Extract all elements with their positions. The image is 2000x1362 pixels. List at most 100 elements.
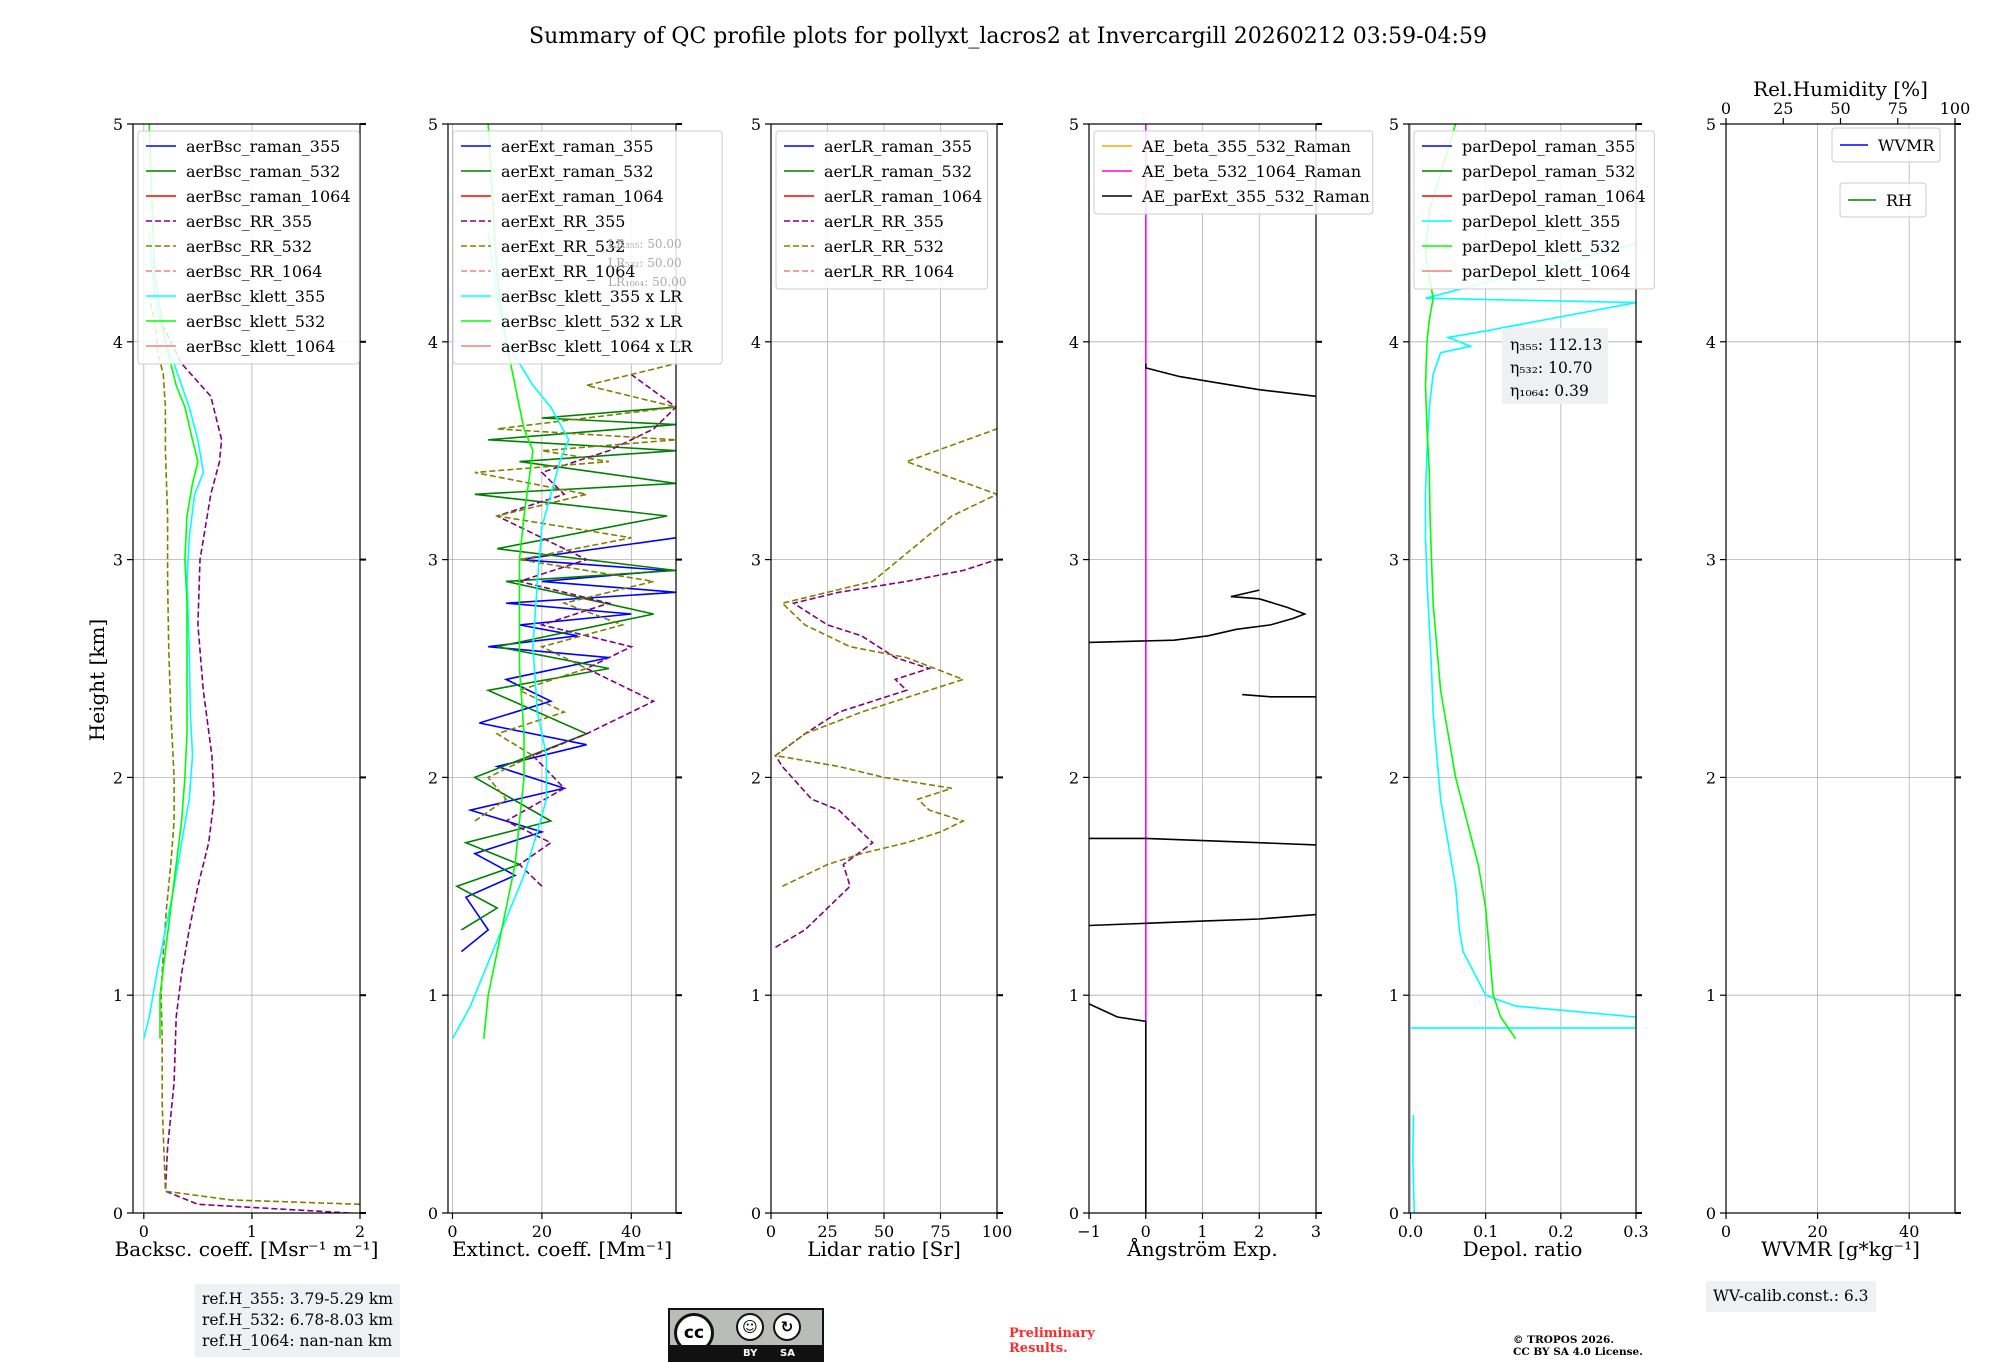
series-group [773, 428, 997, 948]
series-aerBsc-klett-355 [143, 232, 205, 1039]
panel-backscatter: 0 1 2 0 1 2 3 4 5 Backsc. coeff. [Msr⁻¹ m⁻¹] aerBs… [113, 115, 379, 1261]
y-tick-label: 0 [1389, 1204, 1399, 1223]
x-tick-label: 3 [1311, 1222, 1321, 1241]
reference-height-box: ref.H_355: 3.79-5.29 km ref.H_532: 6.78-… [195, 1284, 400, 1357]
series-aerExt-raman-532 [454, 406, 676, 931]
legend-label: parDepol_raman_532 [1462, 162, 1635, 181]
legend-label: RH [1886, 191, 1912, 210]
x-axis-label: Depol. ratio [1463, 1237, 1583, 1261]
y-tick-label: 5 [113, 115, 123, 134]
legend-box [137, 130, 360, 365]
x-tick-label: 100 [982, 1222, 1013, 1241]
series-aerBsc-klett-532-x-LR [483, 124, 534, 1039]
series-AE-parExt-355-532-Raman-seg5 [1089, 595, 1307, 644]
eta-value: η₃₅₅: 112.13 [1510, 336, 1602, 354]
panel-lidar_ratio: 0 25 50 75 100 0 1 2 3 4 5 Lidar ratio [Sr] aerLR_ra… [751, 115, 1012, 1261]
preliminary-results-note: Preliminary Results. [1009, 1326, 1095, 1356]
top-x-tick-label: 25 [1773, 99, 1793, 118]
panel-frame [1408, 123, 1637, 1214]
y-tick-label: 5 [1069, 115, 1079, 134]
series-parDepol-klett-355 [1410, 243, 1636, 1029]
y-tick-label: 3 [428, 551, 438, 570]
top-x-tick-label: 50 [1830, 99, 1850, 118]
legend-box [1839, 182, 1927, 218]
x-tick-label: 0 [766, 1222, 776, 1241]
legend-label: aerBsc_klett_355 x LR [501, 287, 683, 306]
y-tick-label: 2 [428, 768, 438, 787]
series-parDepol-klett-355-low [1411, 1114, 1416, 1213]
y-tick-label: 3 [1389, 551, 1399, 570]
series-aerExt-raman-355 [460, 537, 676, 953]
legend-label: parDepol_klett_1064 [1462, 262, 1631, 281]
x-tick-label: 0.3 [1623, 1222, 1648, 1241]
legend-label: aerLR_raman_1064 [824, 187, 982, 206]
series-aerBsc-RR-355 [159, 319, 350, 1213]
legend-label: parDepol_klett_532 [1462, 237, 1620, 256]
legend-label: AE_beta_355_532_Raman [1141, 137, 1351, 156]
x-tick-label: 25 [817, 1222, 837, 1241]
y-tick-label: 2 [751, 768, 761, 787]
lidar-ratio-note: LR₅₃₂: 50.00 [608, 256, 682, 270]
x-tick-label: 40 [1899, 1222, 1919, 1241]
x-tick-label: 1 [1197, 1222, 1207, 1241]
series-AE-parExt-355-532-Raman-seg2 [1089, 913, 1316, 927]
legend-label: parDepol_klett_355 [1462, 212, 1620, 231]
y-tick-label: 1 [428, 986, 438, 1005]
x-tick-label: 75 [930, 1222, 950, 1241]
series-AE-parExt-355-532-Raman-seg3 [1089, 837, 1316, 846]
y-tick-label: 0 [751, 1204, 761, 1223]
legend-label: AE_parExt_355_532_Raman [1141, 187, 1370, 206]
y-tick-label: 4 [1069, 333, 1079, 352]
y-tick-label: 4 [1389, 333, 1399, 352]
legend-label: AE_beta_532_1064_Raman [1141, 162, 1361, 181]
y-tick-label: 4 [751, 333, 761, 352]
x-tick-label: 0.1 [1473, 1222, 1498, 1241]
eta-box [1502, 328, 1608, 404]
legend-label: aerExt_raman_532 [501, 162, 654, 181]
y-tick-label: 3 [113, 551, 123, 570]
y-tick-label: 4 [428, 333, 438, 352]
y-tick-label: 2 [113, 768, 123, 787]
legend-label: aerLR_RR_355 [824, 212, 944, 231]
legend-label: aerBsc_raman_532 [186, 162, 340, 181]
cc-by-label: BY [743, 1348, 758, 1359]
y-tick-label: 0 [113, 1204, 123, 1223]
legend-label: aerLR_RR_532 [824, 237, 944, 256]
x-tick-label: 1 [247, 1222, 257, 1241]
series-group [1089, 124, 1316, 1213]
legend-label: aerExt_RR_1064 [501, 262, 636, 281]
legend-label: parDepol_raman_355 [1462, 137, 1635, 156]
series-parDepol-klett-532 [1424, 124, 1517, 1040]
y-tick-label: 5 [1389, 115, 1399, 134]
panel-depol: 0.0 0.1 0.2 0.3 0 1 2 3 4 5 Depol. ratio parDepol_r… [1389, 115, 1655, 1261]
x-tick-label: 0.0 [1398, 1222, 1423, 1241]
y-tick-label: 2 [1706, 768, 1716, 787]
y-tick-label: 3 [751, 551, 761, 570]
legend-label: aerBsc_klett_532 x LR [501, 312, 683, 331]
legend-label: aerBsc_RR_532 [186, 237, 312, 256]
series-group [1410, 124, 1636, 1213]
legend-label: aerBsc_raman_1064 [186, 187, 351, 206]
legend-label: aerLR_raman_532 [824, 162, 972, 181]
share-alike-icon: ↻ [773, 1313, 801, 1341]
y-tick-label: 1 [1706, 986, 1716, 1005]
y-tick-label: 0 [1706, 1204, 1716, 1223]
series-group [451, 124, 676, 1040]
series-aerExt-RR-355 [495, 373, 676, 887]
legend-label: aerBsc_RR_1064 [186, 262, 322, 281]
x-tick-label: 0 [447, 1222, 457, 1241]
panel-extinction: 0 20 40 0 1 2 3 4 5 Extinct. coeff. [Mm⁻¹] aerExt_… [428, 115, 723, 1261]
legend-label: aerBsc_klett_1064 x LR [501, 337, 693, 356]
x-tick-label: 0.2 [1548, 1222, 1573, 1241]
y-tick-label: 1 [113, 986, 123, 1005]
series-group [143, 124, 360, 1213]
legend-label: aerExt_RR_355 [501, 212, 625, 231]
panel-wvmr: 0 20 40 0 1 2 3 4 5 WVMR [g*kg⁻¹] 0 25 50 75 100 Rel.Hu… [1706, 77, 1970, 1261]
y-tick-label: 2 [1389, 768, 1399, 787]
y-tick-label: 1 [1389, 986, 1399, 1005]
y-tick-label: 4 [113, 333, 123, 352]
x-tick-label: 2 [1254, 1222, 1264, 1241]
y-tick-label: 1 [751, 986, 761, 1005]
legend-label: aerLR_raman_355 [824, 137, 972, 156]
series-aerBsc-klett-532 [148, 124, 199, 1039]
